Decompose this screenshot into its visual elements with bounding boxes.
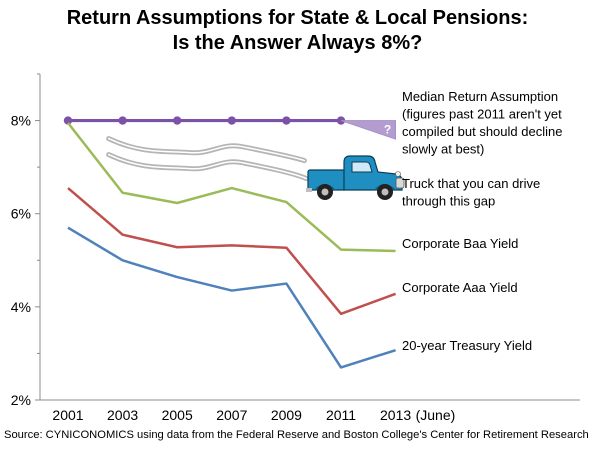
truck-rear-bumper (306, 188, 312, 192)
series-label-line: slowly at best) (402, 142, 484, 157)
series-line-corporate-aaa-yield (67, 187, 397, 316)
speed-line-highlight (107, 137, 306, 162)
speed-line-highlight (107, 153, 308, 180)
x-tick-label: 2011 (326, 407, 356, 423)
series-label-line: Corporate Aaa Yield (402, 280, 518, 295)
y-tick-label: 2% (11, 392, 31, 408)
y-tick-label: 8% (11, 113, 31, 129)
x-tick-label: 2005 (162, 407, 193, 423)
truck-cab (343, 155, 403, 191)
chart-title-line-2: Is the Answer Always 8%? (172, 32, 423, 54)
series-label-line: 20-year Treasury Yield (402, 338, 532, 353)
truck-headlight (395, 171, 401, 177)
projection-question-mark: ? (384, 123, 391, 137)
x-tick-suffix: (June) (416, 407, 456, 423)
truck-body (306, 155, 405, 200)
series-label: Corporate Aaa Yield (402, 280, 518, 295)
source-note: Source: CYNICONOMICS using data from the… (4, 429, 589, 441)
series-labels: Median Return Assumption (figures past 20… (402, 89, 562, 353)
y-tick-label: 6% (11, 206, 31, 222)
data-point-median-return-assumption (227, 116, 236, 125)
data-point-median-return-assumption (173, 116, 182, 125)
series-line-20-year-treasury-yield (67, 226, 396, 369)
annotation-label-line: Truck that you can drive (402, 176, 540, 191)
x-tick-label: 2003 (107, 407, 138, 423)
y-tick-label: 4% (11, 299, 31, 315)
chart-title: Return Assumptions for State & Local Pen… (0, 6, 595, 56)
truck-grille (395, 177, 405, 189)
truck-window (351, 161, 373, 173)
series-label-line: Median Return Assumption (402, 89, 558, 104)
annotation-label-line: through this gap (402, 194, 495, 209)
series-lines: ? (63, 116, 397, 369)
data-point-median-return-assumption (118, 116, 127, 125)
projection-wedge (340, 120, 397, 140)
x-tick-label: 2001 (52, 407, 83, 423)
data-point-median-return-assumption (63, 116, 73, 125)
series-label-line: compiled but should decline (402, 124, 562, 139)
series-line-corporate-baa-yield (67, 122, 396, 253)
tick-labels: 2% 4% 6% 8% 2001 2003 2005 2007 2009 2011 2013 (Jun… (11, 113, 456, 423)
truck-hubcap (381, 188, 389, 196)
x-tick-label: 2007 (216, 407, 247, 423)
x-tick-label: 2013 (380, 407, 411, 423)
series-label: 20-year Treasury Yield (402, 338, 532, 353)
pickup-truck-icon (306, 155, 405, 200)
series-label: Median Return Assumption (figures past 20… (402, 89, 562, 157)
speed-line (106, 136, 307, 164)
series-label-line: Corporate Baa Yield (402, 236, 518, 251)
truck-hubcap (321, 188, 329, 196)
speed-lines (106, 136, 309, 182)
chart-title-line-1: Return Assumptions for State & Local Pen… (66, 7, 529, 29)
series-label-line: (figures past 2011 aren't yet (402, 107, 562, 122)
data-point-median-return-assumption (282, 116, 291, 125)
series-label: Corporate Baa Yield (402, 236, 518, 251)
chart-axes (35, 73, 580, 401)
x-tick-label: 2009 (271, 407, 302, 423)
